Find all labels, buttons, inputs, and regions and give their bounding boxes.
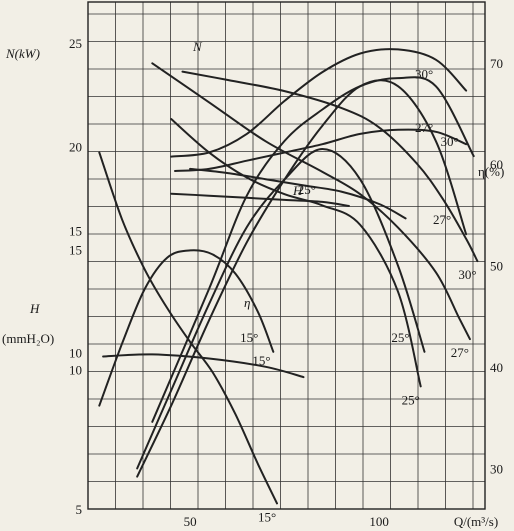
eta-curve (136, 79, 468, 478)
n-axis-tick-label: 10 (69, 345, 82, 360)
h-axis-label: H (29, 301, 40, 316)
N-curve-label: 25° (298, 182, 316, 197)
n-axis-tick-label: 25 (69, 36, 82, 51)
n-axis-label: N(kW) (5, 46, 40, 61)
eta-curve (136, 148, 426, 470)
N-curve-label: 15° (252, 353, 270, 368)
H-curve (151, 62, 471, 341)
eta-curve-label: 30° (441, 134, 459, 149)
eta-curve (98, 249, 275, 407)
n-group-label: N (192, 39, 203, 54)
N-curve-label: 27° (415, 120, 433, 135)
plot-frame (87, 1, 486, 510)
eta-axis-tick-label: 50 (490, 259, 503, 274)
eta-group-label: η (244, 295, 250, 310)
N-curve (102, 353, 305, 379)
x-tick-label: 50 (184, 514, 197, 529)
H-curve-label: 27° (451, 345, 469, 360)
N-curve (174, 128, 468, 172)
h-axis-tick-label: 10 (69, 363, 82, 378)
h-axis-unit: (mmH₂O) (2, 331, 54, 346)
x-tick-label: 100 (369, 514, 389, 529)
n-axis-tick-label: 20 (69, 139, 82, 154)
eta-axis-tick-label: 70 (490, 56, 503, 71)
eta-curve (151, 76, 475, 423)
H-curve-label: 30° (458, 267, 476, 282)
H-curve (181, 70, 479, 263)
H-curve-label: 25° (402, 392, 420, 407)
eta-curve-label: 27° (433, 212, 451, 227)
H-curve (98, 151, 278, 505)
h-axis-tick-label: 5 (76, 502, 83, 517)
N-curve (170, 192, 350, 207)
x-axis-label: Q/(m³/s) (454, 514, 498, 529)
eta-axis-tick-label: 60 (490, 157, 503, 172)
n-axis-tick-label: 15 (69, 242, 82, 257)
eta-axis-tick-label: 40 (490, 360, 503, 375)
eta-axis-label: η(%) (478, 164, 504, 179)
N-curve (170, 48, 468, 158)
N-curve (189, 167, 407, 220)
eta-axis-tick-label: 30 (490, 461, 503, 476)
eta-curve-label: 15° (240, 330, 258, 345)
H-curve (170, 118, 422, 388)
eta-curve-label: 25° (391, 330, 409, 345)
h-group-label: H (292, 183, 303, 198)
H-curve-label: 15° (258, 509, 276, 524)
h-axis-tick-label: 15 (69, 223, 82, 238)
